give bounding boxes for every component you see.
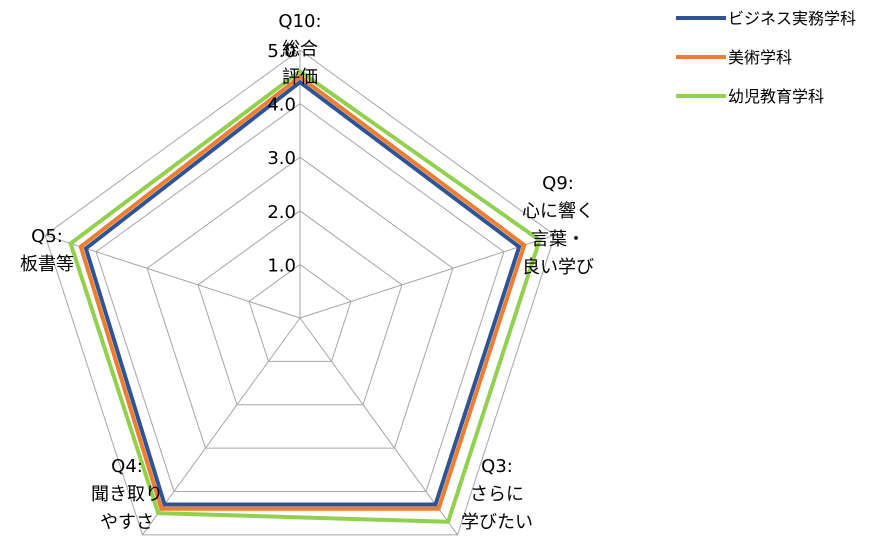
spoke-2 — [299, 234, 556, 319]
spoke-3 — [299, 317, 458, 536]
series-line-3 — [68, 68, 542, 524]
axis-label-4: Q4:聞き取りやすさ — [91, 456, 163, 533]
axis-label-1: Q10:総合評価 — [278, 11, 321, 88]
tick-label: 5.0 — [267, 41, 296, 62]
axis-labels: Q10:総合評価 Q9:心に響く言葉・良い学び Q3:さらに学びたい Q4:聞き取りや… — [20, 11, 594, 533]
grid-ring-1 — [248, 263, 352, 362]
legend-label-3: 幼児教育学科 — [728, 87, 824, 106]
tick-label: 3.0 — [267, 148, 296, 169]
grid-ring-5 — [44, 49, 556, 536]
radar-series — [68, 68, 542, 524]
grid-ring-2 — [197, 210, 403, 406]
grid-ring-4 — [95, 102, 505, 492]
series-line-2 — [78, 74, 527, 511]
axis-label-3: Q3:さらに学びたい — [461, 456, 533, 533]
tick-label: 2.0 — [267, 202, 296, 223]
radial-tick-labels: 1.0 2.0 3.0 4.0 5.0 — [267, 41, 296, 276]
grid-ring-3 — [146, 156, 454, 449]
legend-label-1: ビジネス実務学科 — [728, 9, 856, 28]
tick-label: 4.0 — [267, 95, 296, 116]
axis-label-2: Q9:心に響く言葉・良い学び — [522, 173, 594, 278]
spoke-4 — [142, 317, 301, 536]
tick-label: 1.0 — [267, 255, 296, 276]
series-line-1 — [83, 79, 522, 507]
axis-label-5: Q5:板書等 — [20, 226, 74, 275]
legend-label-2: 美術学科 — [728, 48, 792, 67]
